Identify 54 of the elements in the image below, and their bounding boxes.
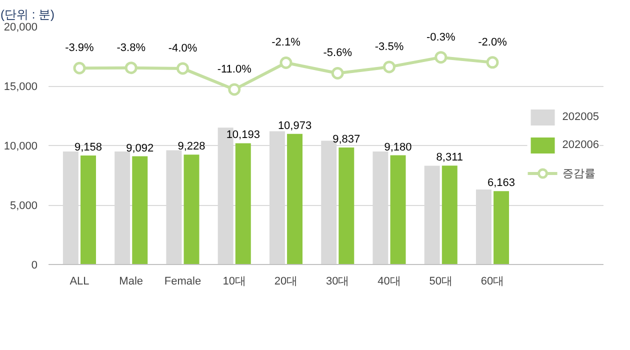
data-label: -2.1% [272, 36, 301, 49]
data-label: 6,163 [488, 177, 516, 190]
x-tick-label: Male [119, 276, 144, 288]
y-tick-label: 20,000 [4, 22, 38, 34]
x-tick-label: 50대 [429, 276, 453, 288]
data-label: -2.0% [478, 36, 508, 48]
point [486, 56, 499, 69]
data-label: -3.8% [116, 42, 146, 54]
y-tick-label: 0 [31, 260, 38, 272]
point [73, 62, 86, 74]
y-tick-label: 10,000 [4, 140, 38, 152]
data-label: -4.0% [168, 42, 198, 54]
bar [494, 191, 510, 264]
point [331, 67, 344, 80]
legend-label: 증감률 [562, 166, 596, 180]
x-tick-label: 60대 [480, 276, 504, 288]
data-label: -5.6% [323, 47, 352, 60]
legend-label: 202005 [562, 111, 599, 123]
bar [184, 154, 200, 264]
x-tick-label: 30대 [326, 276, 350, 288]
data-label: 9,092 [126, 142, 154, 154]
x-tick-label: ALL [70, 276, 90, 288]
data-label: 10,973 [278, 120, 312, 132]
bar [235, 143, 251, 264]
point [124, 62, 138, 74]
bar [287, 134, 303, 264]
point [228, 83, 241, 96]
point [434, 51, 448, 64]
bar [442, 166, 458, 264]
data-label: -3.5% [374, 40, 404, 53]
bar [132, 156, 148, 264]
x-tick-label: 10대 [222, 276, 246, 288]
x-tick-label: 20대 [274, 276, 298, 288]
y-axis-title: (단위 : 분) [0, 8, 54, 22]
bar [80, 156, 96, 264]
legend-label: 202006 [562, 139, 599, 151]
data-label: -0.3% [426, 31, 456, 44]
data-label: -11.0% [217, 63, 252, 76]
x-tick-label: Female [164, 276, 202, 288]
point [176, 62, 189, 75]
data-label: 9,837 [332, 133, 360, 146]
y-tick-label: 5,000 [10, 200, 38, 212]
data-label: 9,158 [74, 142, 102, 154]
data-label: -3.9% [65, 42, 94, 54]
bar [338, 147, 354, 264]
y-tick-label: 15,000 [4, 81, 38, 93]
data-label: 9,228 [178, 140, 206, 153]
data-label: 10,193 [226, 129, 260, 142]
data-label: 9,180 [384, 141, 412, 154]
x-tick-label: 40대 [378, 276, 401, 288]
point [382, 60, 396, 74]
data-label: 8,311 [436, 152, 464, 164]
bar [390, 155, 406, 264]
point [280, 56, 292, 69]
